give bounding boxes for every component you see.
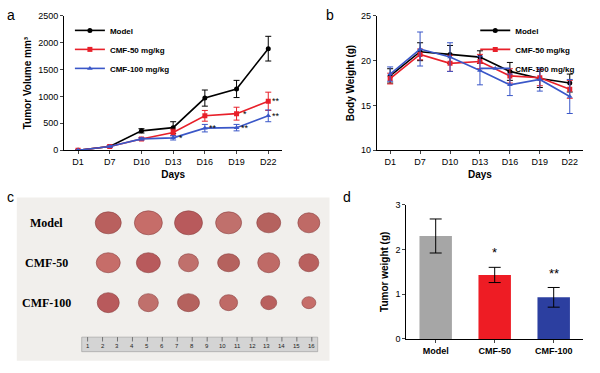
svg-text:Days: Days xyxy=(161,169,185,180)
svg-text:D7: D7 xyxy=(414,157,426,167)
svg-text:5: 5 xyxy=(145,343,149,349)
svg-text:*: * xyxy=(179,133,183,143)
svg-text:15: 15 xyxy=(361,101,371,111)
svg-text:2500: 2500 xyxy=(38,11,58,21)
svg-text:1500: 1500 xyxy=(38,65,58,75)
svg-text:D22: D22 xyxy=(260,157,277,167)
svg-text:11: 11 xyxy=(234,343,241,349)
svg-text:3: 3 xyxy=(115,343,119,349)
svg-text:D1: D1 xyxy=(72,157,84,167)
svg-text:1: 1 xyxy=(395,289,400,299)
svg-text:Body Weight (g): Body Weight (g) xyxy=(345,45,356,121)
svg-text:a: a xyxy=(7,7,15,23)
svg-text:d: d xyxy=(343,189,351,205)
svg-text:Tumor weight (g): Tumor weight (g) xyxy=(379,232,390,312)
svg-text:b: b xyxy=(326,7,334,23)
svg-text:D19: D19 xyxy=(228,157,245,167)
svg-text:**: ** xyxy=(272,96,280,106)
svg-text:CMF-50 mg/kg: CMF-50 mg/kg xyxy=(110,46,165,55)
svg-text:D1: D1 xyxy=(384,157,396,167)
svg-text:1000: 1000 xyxy=(38,92,58,102)
svg-text:25: 25 xyxy=(361,11,371,21)
svg-text:CMF-100: CMF-100 xyxy=(22,296,71,310)
svg-text:CMF-50: CMF-50 xyxy=(25,256,68,270)
svg-text:2: 2 xyxy=(101,343,105,349)
svg-text:CMF-100 mg/kg: CMF-100 mg/kg xyxy=(515,65,574,74)
svg-text:6: 6 xyxy=(160,343,164,349)
svg-text:D22: D22 xyxy=(561,157,578,167)
svg-text:CMF-100: CMF-100 xyxy=(535,346,573,356)
svg-text:Model: Model xyxy=(30,216,63,230)
svg-text:*: * xyxy=(243,109,247,119)
svg-text:16: 16 xyxy=(308,343,315,349)
svg-text:**: ** xyxy=(209,123,217,133)
svg-text:2000: 2000 xyxy=(38,38,58,48)
svg-text:*: * xyxy=(492,245,497,260)
svg-text:CMF-50: CMF-50 xyxy=(478,346,511,356)
svg-text:D16: D16 xyxy=(502,157,519,167)
svg-text:4: 4 xyxy=(130,343,134,349)
svg-text:Model: Model xyxy=(423,346,449,356)
svg-text:9: 9 xyxy=(205,343,209,349)
svg-text:Tumor Volume mm³: Tumor Volume mm³ xyxy=(22,36,33,129)
svg-text:D10: D10 xyxy=(133,157,150,167)
svg-text:D7: D7 xyxy=(104,157,116,167)
svg-text:Model: Model xyxy=(110,27,133,36)
svg-text:12: 12 xyxy=(249,343,256,349)
svg-text:500: 500 xyxy=(43,118,58,128)
svg-text:1: 1 xyxy=(86,343,90,349)
svg-text:10: 10 xyxy=(219,343,226,349)
svg-text:D13: D13 xyxy=(165,157,182,167)
svg-text:14: 14 xyxy=(278,343,285,349)
svg-text:D10: D10 xyxy=(442,157,459,167)
svg-text:13: 13 xyxy=(263,343,270,349)
svg-text:D13: D13 xyxy=(472,157,489,167)
svg-text:15: 15 xyxy=(293,343,300,349)
svg-text:20: 20 xyxy=(361,56,371,66)
svg-text:c: c xyxy=(7,189,14,205)
svg-text:D19: D19 xyxy=(532,157,549,167)
svg-text:3: 3 xyxy=(395,200,400,210)
svg-text:**: ** xyxy=(549,266,559,281)
svg-text:CMF-50 mg/kg: CMF-50 mg/kg xyxy=(515,46,570,55)
svg-text:Days: Days xyxy=(468,169,492,180)
svg-text:0: 0 xyxy=(395,334,400,344)
svg-text:8: 8 xyxy=(190,343,194,349)
svg-text:**: ** xyxy=(241,123,249,133)
svg-text:7: 7 xyxy=(175,343,179,349)
svg-text:2: 2 xyxy=(395,245,400,255)
svg-text:**: ** xyxy=(272,111,280,121)
svg-text:10: 10 xyxy=(361,145,371,155)
svg-text:D16: D16 xyxy=(197,157,214,167)
svg-text:CMF-100 mg/kg: CMF-100 mg/kg xyxy=(110,65,169,74)
svg-text:0: 0 xyxy=(53,145,58,155)
svg-text:Model: Model xyxy=(515,27,538,36)
